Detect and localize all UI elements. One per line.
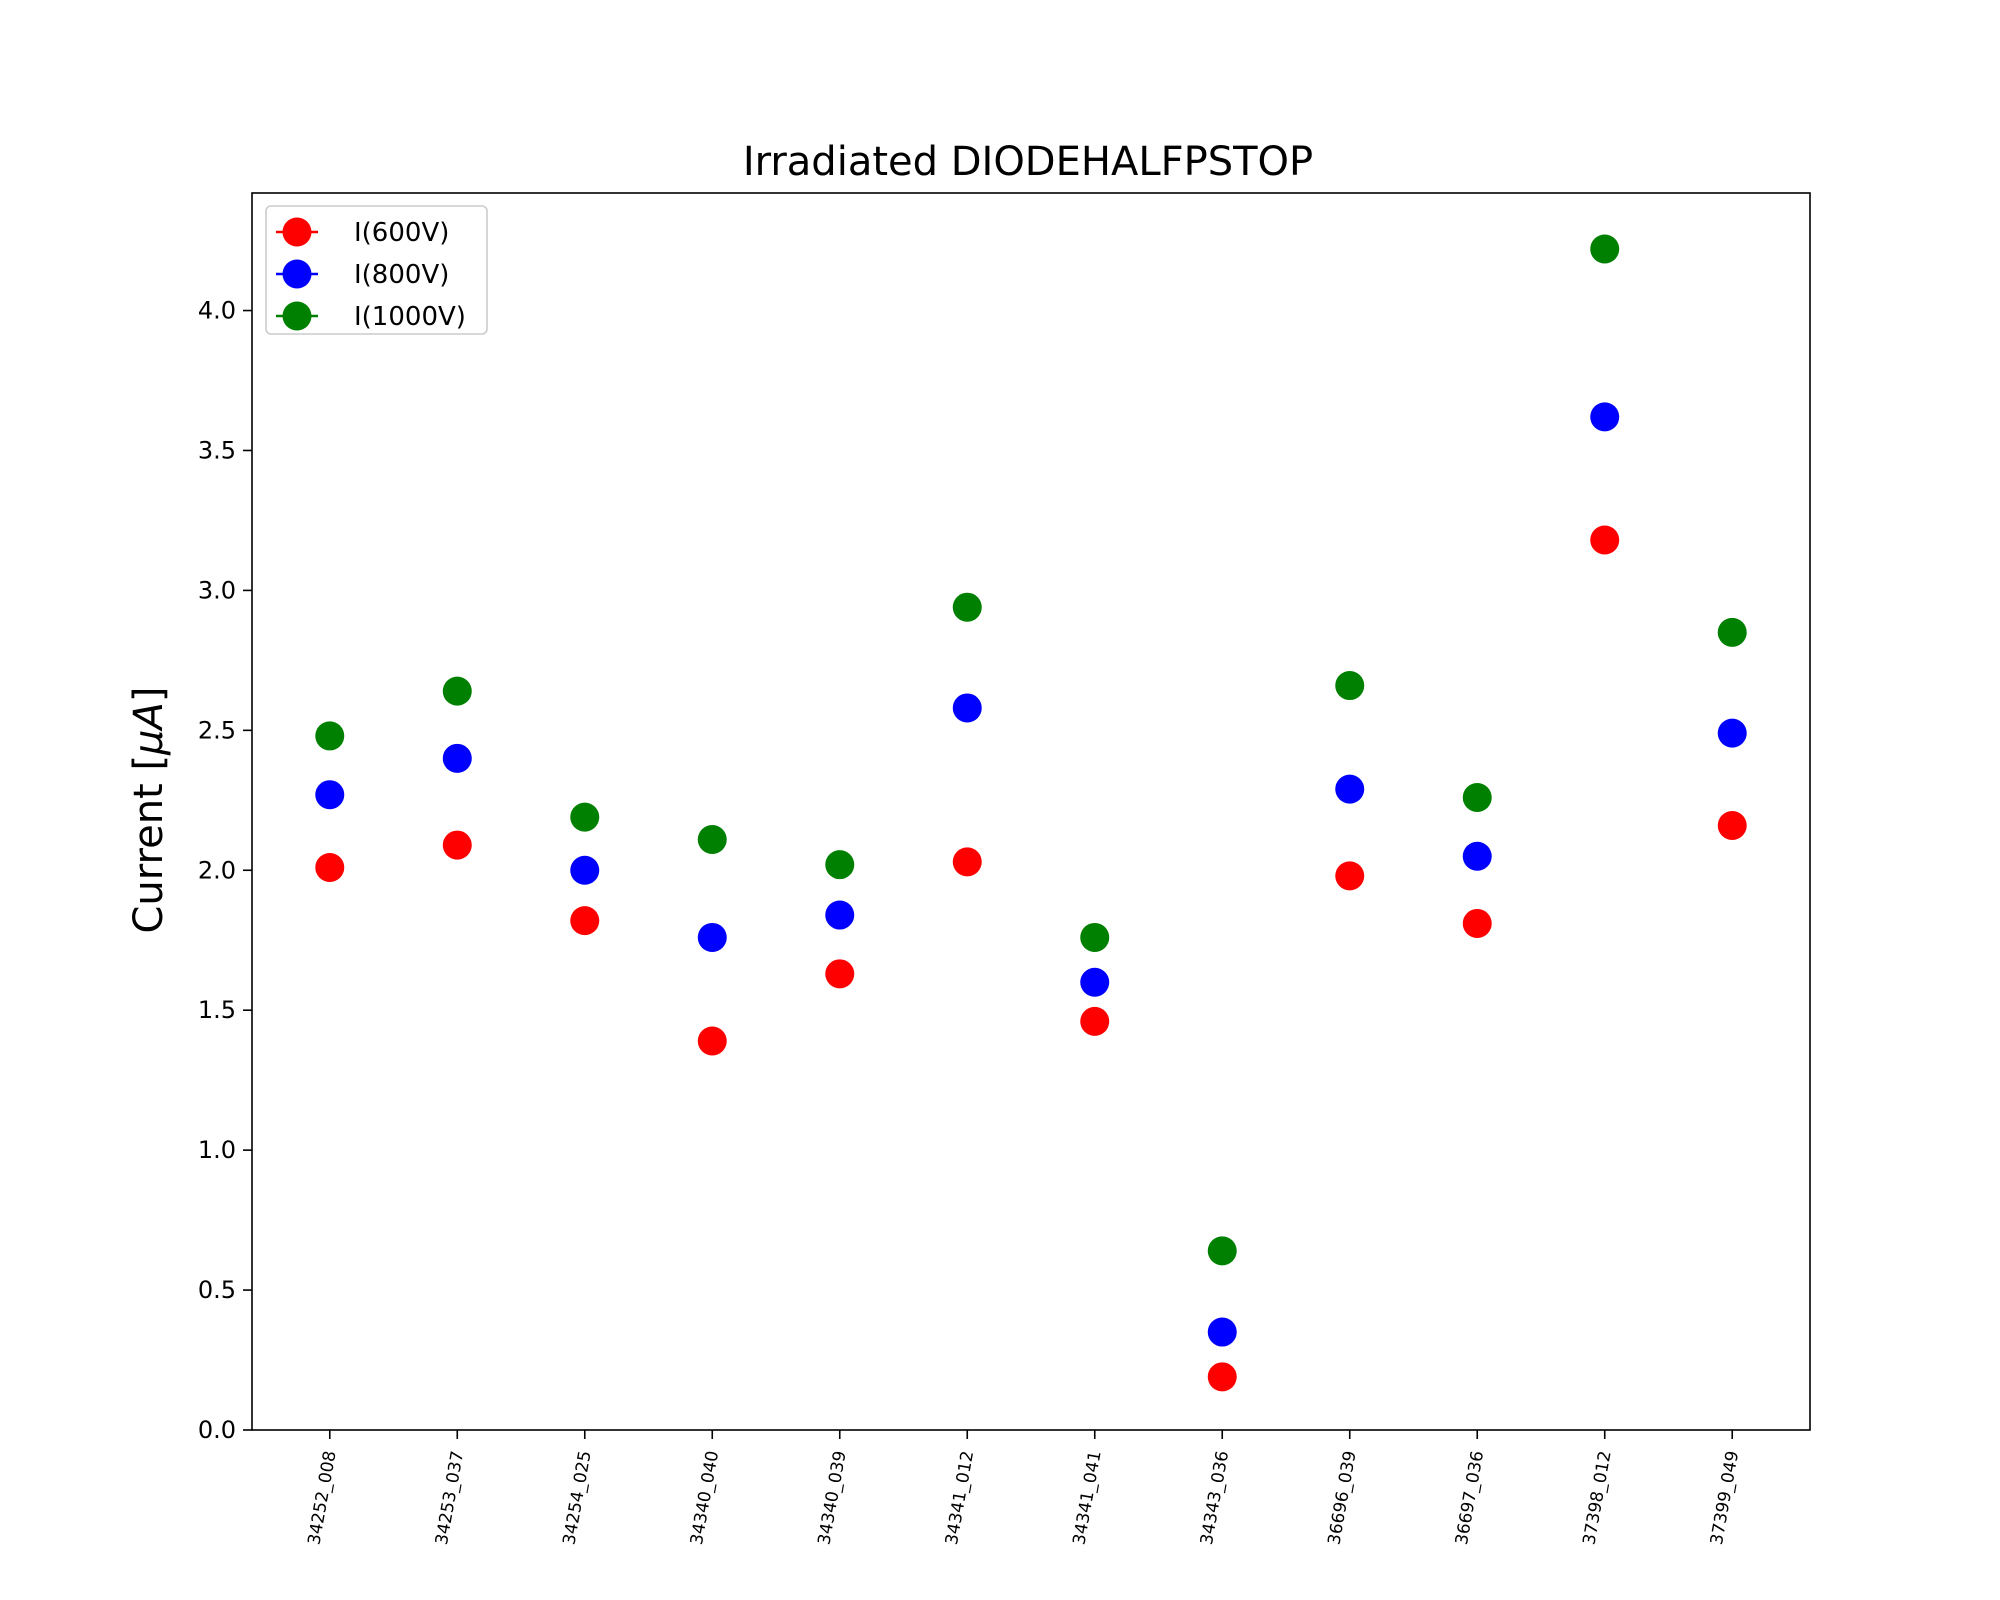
x-tick-label: 37399_049 — [1707, 1449, 1743, 1546]
x-tick-label: 34343_036 — [1197, 1449, 1233, 1546]
point-i-600v-37399_049 — [1717, 810, 1747, 840]
legend-marker — [282, 217, 312, 247]
point-i-800v-34343_036 — [1207, 1317, 1237, 1347]
point-i-800v-37398_012 — [1590, 402, 1620, 432]
point-i-1000v-34252_008 — [315, 721, 345, 751]
x-tick-label: 36697_036 — [1452, 1449, 1488, 1546]
point-i-1000v-34254_025 — [570, 802, 600, 832]
point-i-600v-34341_041 — [1080, 1006, 1110, 1036]
point-i-600v-34254_025 — [570, 906, 600, 936]
legend-label: I(800V) — [354, 260, 449, 290]
x-tick-label: 34253_037 — [432, 1449, 468, 1546]
legend-label: I(1000V) — [354, 302, 466, 332]
point-i-800v-37399_049 — [1717, 718, 1747, 748]
point-i-800v-34341_012 — [952, 693, 982, 723]
y-axis-label: Current [μA] — [126, 687, 172, 934]
x-tick-label: 34252_008 — [304, 1449, 340, 1546]
y-tick-label: 2.5 — [198, 716, 236, 744]
point-i-600v-34340_040 — [697, 1026, 727, 1056]
point-i-1000v-34341_012 — [952, 592, 982, 622]
point-i-800v-34253_037 — [442, 743, 472, 773]
point-i-1000v-37398_012 — [1590, 234, 1620, 264]
point-i-800v-36696_039 — [1335, 774, 1365, 804]
y-tick-label: 1.5 — [198, 996, 236, 1024]
chart-title: Irradiated DIODEHALFPSTOP — [743, 139, 1313, 185]
point-i-1000v-36697_036 — [1462, 783, 1492, 813]
point-i-600v-34252_008 — [315, 852, 345, 882]
y-tick-label: 3.5 — [198, 436, 236, 464]
point-i-600v-36697_036 — [1462, 908, 1492, 938]
point-i-600v-36696_039 — [1335, 861, 1365, 891]
legend-marker — [282, 259, 312, 289]
point-i-800v-36697_036 — [1462, 841, 1492, 871]
y-tick-label: 4.0 — [198, 297, 236, 325]
legend-marker — [282, 301, 312, 331]
x-tick-label: 37398_012 — [1579, 1449, 1615, 1546]
x-tick-label: 34341_012 — [942, 1449, 978, 1546]
point-i-800v-34341_041 — [1080, 967, 1110, 997]
point-i-600v-34253_037 — [442, 830, 472, 860]
y-tick-label: 0.5 — [198, 1276, 236, 1304]
y-tick-label: 1.0 — [198, 1136, 236, 1164]
y-tick-label: 0.0 — [198, 1416, 236, 1444]
point-i-600v-34340_039 — [825, 959, 855, 989]
point-i-600v-37398_012 — [1590, 525, 1620, 555]
x-tick-label: 34341_041 — [1069, 1449, 1105, 1546]
point-i-800v-34340_040 — [697, 922, 727, 952]
y-tick-label: 2.0 — [198, 856, 236, 884]
point-i-1000v-36696_039 — [1335, 671, 1365, 701]
point-i-800v-34252_008 — [315, 780, 345, 810]
point-i-1000v-34340_040 — [697, 824, 727, 854]
point-i-600v-34341_012 — [952, 847, 982, 877]
point-i-1000v-34341_041 — [1080, 922, 1110, 952]
legend: I(600V) I(800V) I(1000V) — [265, 205, 488, 335]
y-tick-label: 3.0 — [198, 576, 236, 604]
point-i-800v-34340_039 — [825, 900, 855, 930]
point-i-800v-34254_025 — [570, 855, 600, 885]
legend-box — [265, 205, 488, 335]
x-tick-label: 34254_025 — [559, 1449, 595, 1546]
point-i-1000v-34253_037 — [442, 676, 472, 706]
point-i-600v-34343_036 — [1207, 1362, 1237, 1392]
plot-frame — [251, 192, 1811, 1431]
x-tick-label: 34340_040 — [687, 1449, 723, 1546]
point-i-1000v-34343_036 — [1207, 1236, 1237, 1266]
point-i-1000v-34340_039 — [825, 850, 855, 880]
point-i-1000v-37399_049 — [1717, 617, 1747, 647]
x-tick-label: 34340_039 — [814, 1449, 850, 1546]
legend-label: I(600V) — [354, 218, 449, 248]
x-tick-label: 36696_039 — [1324, 1449, 1360, 1546]
plot-area: 0.0 0.5 1.0 1.5 2.0 2.5 3.0 3.5 4.0 34252_008 3425… — [198, 234, 1747, 1546]
